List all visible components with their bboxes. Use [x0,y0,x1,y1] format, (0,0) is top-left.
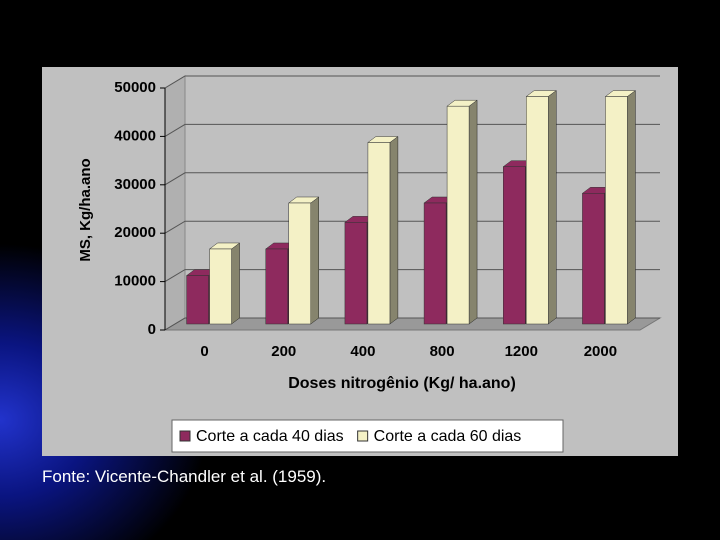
bar [605,96,628,325]
x-axis-title: Doses nitrogênio (Kg/ ha.ano) [288,375,516,392]
bar [423,202,447,325]
y-tick-label: 20000 [114,224,156,241]
grid-line [164,172,660,186]
bar [526,96,549,325]
bar-side-shade [310,197,319,324]
legend-swatch [357,430,369,442]
x-tick-label: 2000 [584,343,617,360]
y-tick-label: 0 [148,321,156,338]
grid-line [164,123,660,137]
y-axis-title: MS, Kg/ha.ano [77,158,94,261]
bar [344,222,368,325]
bar-side-shade [231,242,240,324]
bar [186,275,209,325]
bar [265,248,288,325]
bar-side-shade [548,90,557,325]
grid-line [164,75,660,89]
x-tick-label: 400 [350,343,375,360]
x-tick-label: 0 [200,343,208,360]
bar-side-shade [627,90,636,325]
bar [582,193,605,325]
source-note: Fonte: Vicente-Chandler et al. (1959). [42,467,327,486]
back-wall [164,75,186,331]
legend-swatch [179,430,191,442]
bar [446,105,470,325]
legend-label: Corte a cada 60 dias [374,428,522,445]
y-tick-label: 30000 [114,176,156,193]
bar [503,166,526,325]
x-tick-label: 200 [271,343,296,360]
y-tick-label: 40000 [114,127,156,144]
bar [367,142,391,325]
grid-line [164,317,660,331]
y-tick-label: 10000 [114,273,156,290]
grid-line [164,269,660,283]
x-tick-label: 800 [430,343,455,360]
bar [288,202,311,325]
y-tick-label: 50000 [114,79,156,96]
legend-label: Corte a cada 40 dias [196,428,344,445]
bar-side-shade [389,136,398,324]
x-tick-label: 1200 [505,343,538,360]
bar [209,248,232,325]
grid-line [164,220,660,234]
bar-side-shade [469,100,478,324]
